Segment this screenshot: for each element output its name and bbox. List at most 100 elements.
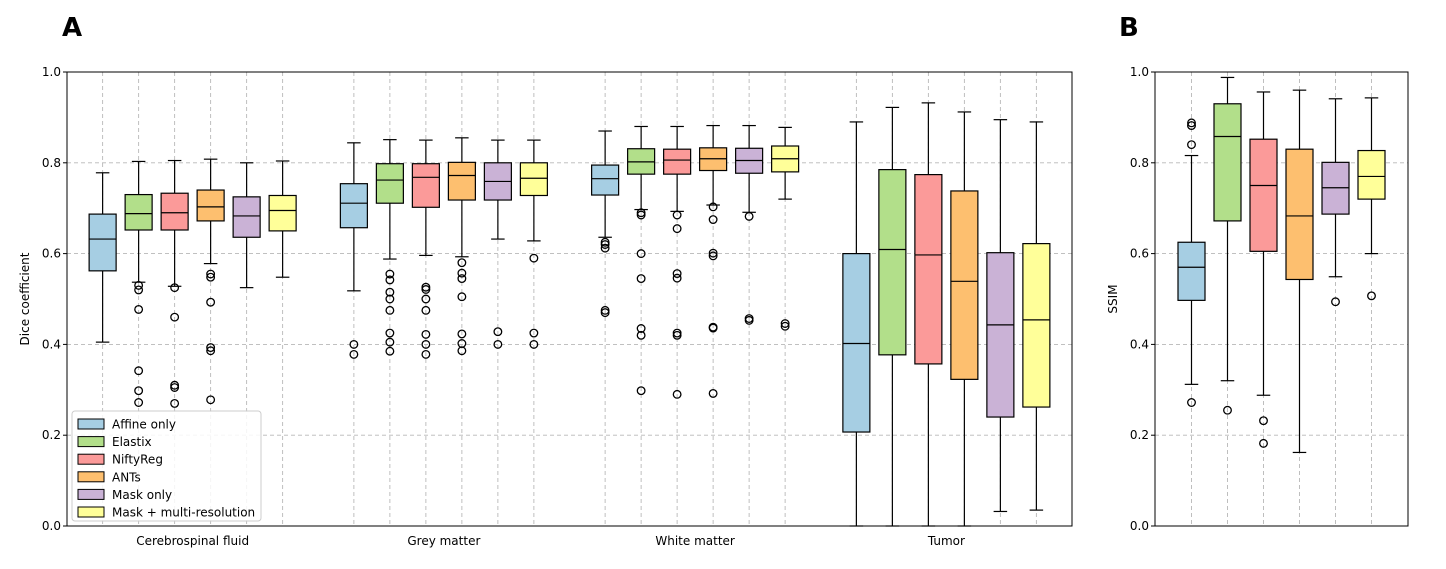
outlier-point xyxy=(457,268,467,278)
outlier-point xyxy=(170,283,180,293)
panel-a-xtick-label-grey-matter: Grey matter xyxy=(407,534,480,548)
outlier-point xyxy=(636,249,646,259)
iqr-box xyxy=(591,164,620,196)
panel-a-white-matter-box-affine-only xyxy=(591,130,620,318)
panel-a-xtick-label-tumor: Tumor xyxy=(927,534,965,548)
panel-a-tumor-box-elastix xyxy=(878,106,907,527)
outlier-point xyxy=(672,330,682,340)
legend-swatch-mask-multi-resolution xyxy=(77,506,105,518)
outlier-point xyxy=(421,339,431,349)
outlier-point xyxy=(493,339,503,349)
panel-b-box-niftyreg xyxy=(1249,91,1278,448)
panel-a-ytick-label-5: 1.0 xyxy=(42,65,61,79)
panel-b-box-mask-multi-resolution xyxy=(1357,97,1386,301)
outlier-point xyxy=(457,274,467,284)
panel-a-white-matter-box-ants xyxy=(699,124,728,398)
panel-a-cerebrospinal-fluid-box-mask-multi-resolution xyxy=(268,160,297,278)
iqr-box xyxy=(268,194,297,232)
outlier-point xyxy=(421,329,431,339)
outlier-point xyxy=(134,398,144,407)
panel-b-ytick-label-4: 0.8 xyxy=(1130,156,1149,170)
outlier-point xyxy=(1187,140,1196,150)
outlier-point xyxy=(708,248,718,258)
iqr-box xyxy=(339,183,368,229)
iqr-box xyxy=(375,163,404,204)
panel-a-tumor-box-affine-only xyxy=(842,121,871,527)
panel-a-tumor-box-niftyreg xyxy=(914,102,943,527)
outlier-point xyxy=(385,275,395,285)
outlier-point xyxy=(349,339,359,349)
panel-b-ytick-label-3: 0.6 xyxy=(1130,247,1149,261)
panel-a-cerebrospinal-fluid-box-niftyreg xyxy=(160,159,189,408)
outlier-point xyxy=(672,269,682,279)
iqr-box xyxy=(411,163,440,208)
outlier-point xyxy=(457,329,467,339)
panel-a-tumor-box-ants xyxy=(950,111,979,527)
panel-a-ytick-label-0: 0.0 xyxy=(42,519,61,533)
outlier-point xyxy=(206,343,216,353)
outlier-point xyxy=(1187,121,1196,131)
outlier-point xyxy=(421,285,431,294)
panel-a-ytick-label-3: 0.6 xyxy=(42,247,61,261)
outlier-point xyxy=(636,324,646,333)
panel-a-cerebrospinal-fluid-box-ants xyxy=(196,158,225,405)
legend-label-elastix: Elastix xyxy=(112,435,152,449)
iqr-box xyxy=(1285,148,1314,281)
legend-label-mask-multi-resolution: Mask + multi-resolution xyxy=(112,506,255,520)
panel-b-ssim-boxplot: 0.0 0.2 0.4 0.6 0.8 1.0 SSIM xyxy=(1106,65,1409,533)
outlier-point xyxy=(457,346,467,356)
outlier-point xyxy=(780,321,790,331)
outlier-point xyxy=(134,366,144,376)
legend-label-mask-only: Mask only xyxy=(112,488,172,502)
outlier-point xyxy=(206,269,216,279)
outlier-point xyxy=(134,386,144,396)
panel-b-ylabel: SSIM xyxy=(1106,284,1120,313)
legend-swatch-mask-only xyxy=(77,488,105,500)
iqr-box xyxy=(519,162,548,197)
outlier-point xyxy=(206,346,216,356)
iqr-box xyxy=(88,213,117,272)
outlier-point xyxy=(385,287,395,297)
legend-swatch-niftyreg xyxy=(77,453,105,465)
panel-a-xtick-label-cerebrospinal-fluid: Cerebrospinal fluid xyxy=(136,534,249,548)
iqr-box xyxy=(914,174,943,365)
outlier-point xyxy=(529,328,539,338)
panel-a-frame xyxy=(66,71,1073,527)
outlier-point xyxy=(636,274,646,284)
outlier-point xyxy=(170,398,180,408)
outlier-point xyxy=(170,383,180,392)
outlier-point xyxy=(206,395,216,405)
panel-a-cerebrospinal-fluid-box-affine-only xyxy=(88,172,117,343)
outlier-point xyxy=(1223,405,1232,415)
panel-a-cerebrospinal-fluid-box-mask-only xyxy=(232,162,261,289)
iqr-box xyxy=(447,161,476,201)
outlier-point xyxy=(170,312,180,322)
iqr-box xyxy=(196,189,225,222)
outlier-point xyxy=(134,304,144,314)
panel-b-box-ants xyxy=(1285,89,1314,454)
panel-a-xtick-label-white-matter: White matter xyxy=(655,534,735,548)
panel-a-white-matter-box-elastix xyxy=(627,125,656,396)
outlier-point xyxy=(385,305,395,315)
legend-frame xyxy=(71,410,262,522)
outlier-point xyxy=(529,253,539,263)
outlier-point xyxy=(600,240,610,249)
outlier-point xyxy=(708,202,718,212)
outlier-point xyxy=(421,305,431,315)
outlier-point xyxy=(385,294,395,304)
panel-a-cerebrospinal-fluid-box-elastix xyxy=(124,160,153,407)
panel-a-grey-matter-box-mask-multi-resolution xyxy=(519,139,548,349)
outlier-point xyxy=(744,211,754,221)
outlier-point xyxy=(780,319,790,328)
panel-a-ytick-label-1: 0.2 xyxy=(42,428,61,442)
panel-a-grey-matter-box-mask-only xyxy=(483,139,512,349)
iqr-box xyxy=(1213,103,1242,222)
outlier-point xyxy=(385,346,395,356)
outlier-point xyxy=(421,294,431,304)
panel-a-ytick-label-2: 0.4 xyxy=(42,337,61,351)
outlier-point xyxy=(600,243,610,253)
outlier-point xyxy=(708,251,718,261)
panel-b-ytick-label-0: 0.0 xyxy=(1130,519,1149,533)
panel-a-letter: A xyxy=(62,13,82,43)
